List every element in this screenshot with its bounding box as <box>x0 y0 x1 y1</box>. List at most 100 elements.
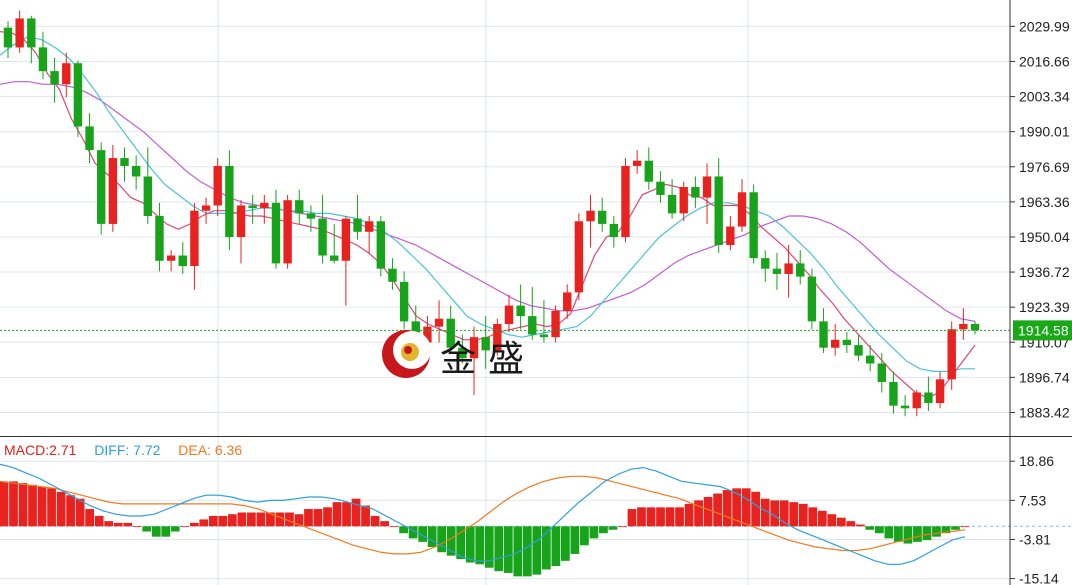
candle-up <box>260 202 269 209</box>
candle-up <box>283 200 292 264</box>
macd-bar-negative <box>142 526 152 532</box>
macd-bar-positive <box>770 500 780 527</box>
macd-bar-positive <box>266 512 275 527</box>
macd-bar-positive <box>285 512 294 527</box>
macd-bar-positive <box>618 526 627 528</box>
macd-bar-positive <box>47 488 56 527</box>
macd-bar-negative <box>484 526 494 568</box>
price-axis-tick-label: 2029.99 <box>1019 18 1070 34</box>
candle-down <box>38 47 48 72</box>
candle-down <box>318 218 327 256</box>
candle-down <box>50 71 59 85</box>
macd-bar-positive <box>218 515 228 527</box>
macd-bar-negative <box>589 526 599 539</box>
dea-line <box>0 475 966 555</box>
price-axis-tick-label: 1963.36 <box>1019 194 1070 210</box>
candle-down <box>97 150 106 224</box>
macd-bar-positive <box>732 488 742 527</box>
macd-bar-positive <box>960 526 970 528</box>
price-axis-tick-label: 1976.69 <box>1019 159 1070 175</box>
last-price-tag <box>1013 320 1072 341</box>
macd-bar-negative <box>456 526 466 560</box>
candle-up <box>434 318 444 327</box>
candle-up <box>935 379 945 404</box>
macd-bar-positive <box>789 502 799 527</box>
candle-up <box>341 218 351 261</box>
candle-down <box>796 263 805 277</box>
macd-bar-positive <box>846 521 856 527</box>
macd-bar-positive <box>94 515 104 527</box>
macd-bar-positive <box>123 522 133 527</box>
candle-down <box>528 316 537 335</box>
macd-bar-positive <box>656 507 665 527</box>
macd-bar-positive <box>304 509 313 527</box>
macd-bar-negative <box>161 526 171 537</box>
diff-line <box>0 463 966 565</box>
macd-legend: MACD:2.71 DIFF: 7.72 DEA: 6.36 <box>4 442 256 458</box>
candle-down <box>970 324 980 331</box>
macd-bar-positive <box>66 495 75 527</box>
macd-bar-negative <box>941 526 951 534</box>
candle-down <box>120 158 129 166</box>
brand-logo-icon <box>382 330 431 378</box>
candle-up <box>702 176 712 198</box>
candle-down <box>865 355 875 364</box>
candle-down <box>376 221 386 269</box>
macd-bar-positive <box>370 515 380 527</box>
last-price-tag-label: 1914.58 <box>1018 322 1069 338</box>
macd-bar-positive <box>760 498 770 527</box>
candle-down <box>761 258 770 269</box>
last-price-marker: 1914.58 <box>0 320 1072 341</box>
macd-bar-positive <box>855 524 865 527</box>
candle-down <box>131 165 141 177</box>
macd-bar-negative <box>560 526 570 561</box>
candle-up <box>679 187 688 214</box>
macd-bar-negative <box>874 526 884 534</box>
macd-bar-negative <box>903 526 913 544</box>
candle-up <box>15 18 24 48</box>
candle-up <box>166 255 176 261</box>
candle-down <box>667 194 677 214</box>
candle-up <box>586 210 595 222</box>
macd-bar-positive <box>237 512 247 527</box>
legend-dea: DEA: 6.36 <box>178 442 242 458</box>
price-axis-tick-label: 1936.72 <box>1019 264 1070 280</box>
macd-bar-positive <box>18 483 28 527</box>
macd-bar-negative <box>913 526 922 542</box>
macd-bar-negative <box>503 526 513 573</box>
candle-down <box>691 187 700 198</box>
candle-up <box>364 221 374 232</box>
macd-bar-positive <box>836 517 846 527</box>
macd-bar-positive <box>132 526 142 528</box>
candle-down <box>749 192 758 259</box>
price-axis-tick-label: 1896.74 <box>1019 369 1070 385</box>
price-axis-tick-label: 1950.04 <box>1019 229 1070 245</box>
macd-bar-negative <box>475 526 485 565</box>
candle-down <box>539 334 549 338</box>
candle-up <box>236 205 246 238</box>
candle-down <box>353 218 362 232</box>
candle-up <box>737 192 747 227</box>
macd-bar-positive <box>779 500 789 527</box>
candle-down <box>295 200 304 214</box>
candle-down <box>924 392 933 404</box>
macd-bar-negative <box>951 526 960 530</box>
macd-bar-positive <box>389 526 399 528</box>
candle-up <box>213 165 222 206</box>
macd-bar-negative <box>884 526 894 539</box>
macd-bar-positive <box>37 486 47 527</box>
macd-bar-positive <box>28 484 37 527</box>
legend-dea-label: DEA: <box>178 442 211 458</box>
legend-diff-value: 7.72 <box>133 442 161 458</box>
macd-bar-positive <box>199 519 209 527</box>
candle-down <box>73 63 83 127</box>
legend-dea-value: 6.36 <box>214 442 243 458</box>
macd-bar-positive <box>332 502 342 527</box>
candle-down <box>271 202 281 264</box>
candle-down <box>399 281 409 322</box>
candle-down <box>458 347 467 359</box>
macd-histogram <box>0 481 1072 577</box>
macd-bar-positive <box>275 512 285 527</box>
macd-bar-positive <box>808 507 818 527</box>
